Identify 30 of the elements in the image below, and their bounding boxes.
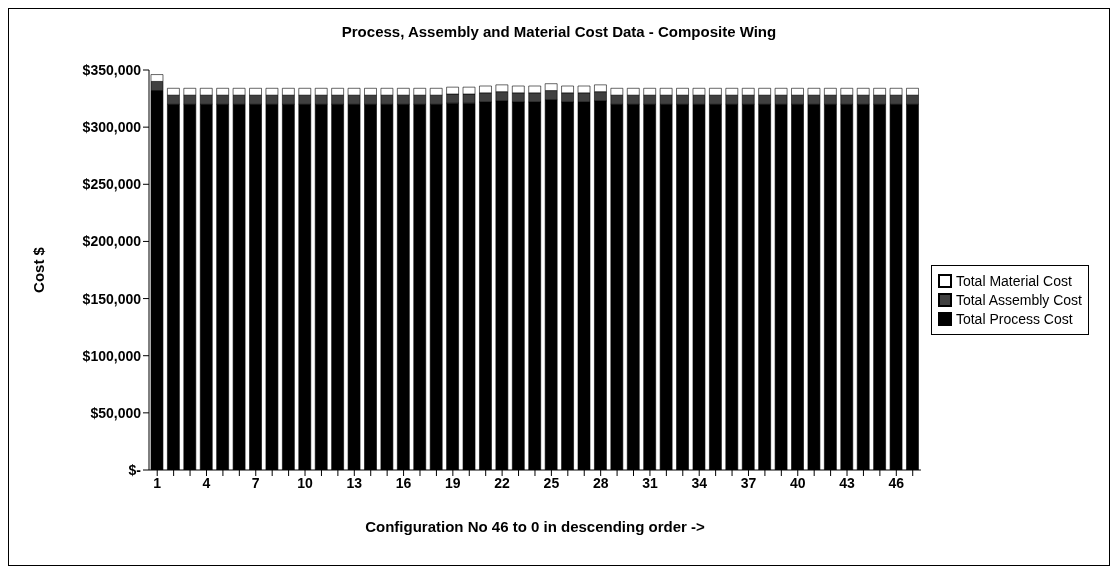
y-tick-label: $-: [128, 461, 142, 478]
x-tick-label: 46: [888, 474, 905, 491]
x-tick-label: 1: [153, 474, 162, 491]
x-tick-label: 37: [740, 474, 757, 491]
x-tick-label: 7: [251, 474, 260, 491]
x-axis-title: Configuration No 46 to 0 in descending order ->: [365, 518, 706, 535]
y-tick-label: $300,000: [82, 119, 142, 136]
y-tick-label: $200,000: [82, 233, 142, 250]
x-tick-label: 16: [395, 474, 412, 491]
x-tick-label: 22: [494, 474, 511, 491]
y-tick-label: $100,000: [82, 347, 142, 364]
x-tick-label: 43: [839, 474, 856, 491]
y-tick-label: $50,000: [90, 404, 142, 421]
y-tick-label: $250,000: [82, 176, 142, 193]
y-axis-title: Cost $: [30, 246, 48, 293]
x-tick-label: 4: [202, 474, 211, 491]
x-tick-label: 13: [346, 474, 363, 491]
x-tick-label: 10: [297, 474, 314, 491]
x-tick-label: 28: [592, 474, 609, 491]
chart-title: Process, Assembly and Material Cost Data - Composite Wing: [340, 22, 778, 40]
legend-label: Total Assembly Cost: [955, 292, 1082, 308]
y-tick-label: $150,000: [82, 290, 142, 307]
legend-label: Total Material Cost: [955, 273, 1072, 289]
x-tick-label: 19: [445, 474, 461, 491]
legend-label: Total Process Cost: [955, 311, 1073, 327]
x-tick-label: 40: [789, 474, 806, 491]
x-tick-label: 25: [543, 474, 560, 491]
y-tick-label: $350,000: [82, 61, 142, 78]
x-tick-label: 34: [691, 474, 708, 491]
x-tick-label: 31: [642, 474, 658, 491]
